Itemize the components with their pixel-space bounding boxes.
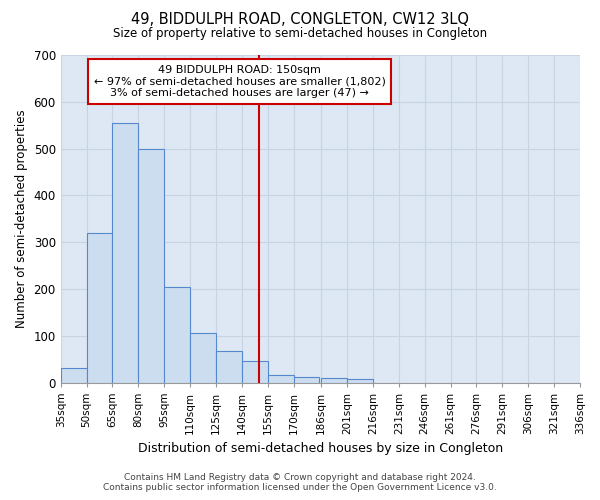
Bar bbox=[321, 378, 347, 382]
Bar bbox=[347, 379, 373, 382]
Bar bbox=[86, 233, 112, 382]
Bar bbox=[268, 374, 293, 382]
Text: 49, BIDDULPH ROAD, CONGLETON, CW12 3LQ: 49, BIDDULPH ROAD, CONGLETON, CW12 3LQ bbox=[131, 12, 469, 28]
Bar bbox=[216, 350, 242, 382]
Bar bbox=[190, 334, 216, 382]
Bar bbox=[112, 123, 139, 382]
Bar bbox=[61, 368, 86, 382]
Text: Size of property relative to semi-detached houses in Congleton: Size of property relative to semi-detach… bbox=[113, 28, 487, 40]
Bar bbox=[139, 148, 164, 382]
Text: Contains HM Land Registry data © Crown copyright and database right 2024.
Contai: Contains HM Land Registry data © Crown c… bbox=[103, 473, 497, 492]
Bar bbox=[164, 286, 190, 382]
X-axis label: Distribution of semi-detached houses by size in Congleton: Distribution of semi-detached houses by … bbox=[138, 442, 503, 455]
Bar bbox=[242, 362, 268, 382]
Y-axis label: Number of semi-detached properties: Number of semi-detached properties bbox=[15, 110, 28, 328]
Bar bbox=[293, 378, 319, 382]
Text: 49 BIDDULPH ROAD: 150sqm
← 97% of semi-detached houses are smaller (1,802)
3% of: 49 BIDDULPH ROAD: 150sqm ← 97% of semi-d… bbox=[94, 65, 386, 98]
